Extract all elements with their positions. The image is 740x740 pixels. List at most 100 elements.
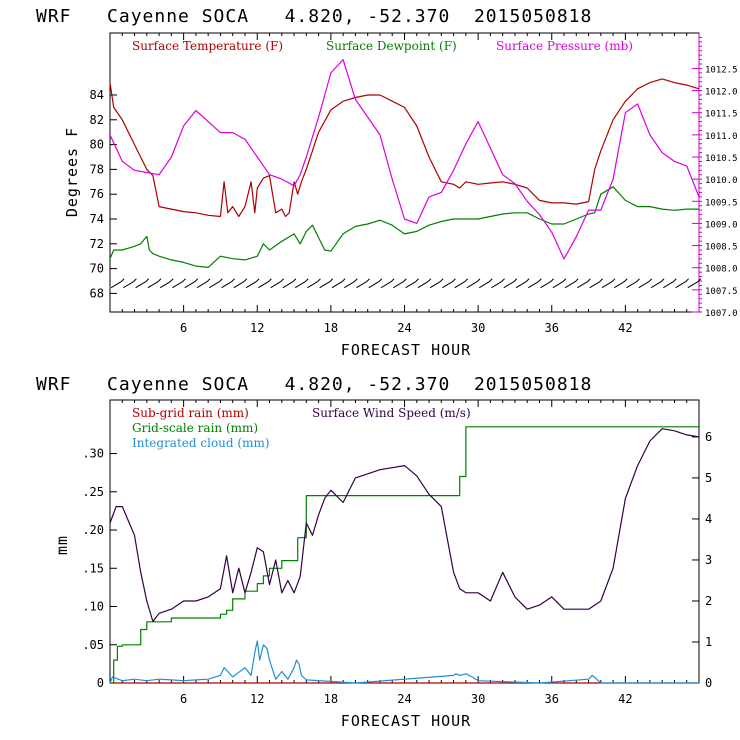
- wind-barb: [429, 281, 441, 289]
- wind-barb: [663, 281, 674, 289]
- y-right-tick-label: 1009.0: [705, 220, 738, 230]
- y-tick-label: 70: [90, 262, 104, 276]
- wind-barb-flag: [574, 278, 579, 283]
- wind-barb-flag: [353, 278, 358, 283]
- wind-barb-flag: [623, 278, 628, 283]
- wind-barb: [466, 281, 478, 289]
- wind-barb: [123, 281, 134, 289]
- wind-barbs: [110, 278, 702, 289]
- wind-barb-flag: [611, 278, 616, 283]
- wind-barb-flag: [378, 278, 383, 283]
- legend-entry-subgrid-rain: Sub-grid rain (mm): [132, 406, 249, 420]
- y-tick-label: 84: [90, 88, 104, 102]
- wind-barb-flag: [525, 278, 530, 283]
- wind-barb-flag: [415, 278, 419, 283]
- wind-barb-flag: [231, 278, 235, 283]
- y-right-tick-label: 2: [705, 594, 712, 608]
- wind-barb-flag: [452, 278, 456, 283]
- y-right-tick-label: 1011.0: [705, 132, 738, 142]
- wind-barb: [479, 281, 490, 289]
- rain-wind-chart: WRF Cayenne SOCA 4.820, -52.370 20150508…: [36, 374, 712, 730]
- series-surface-dewpoint: [109, 186, 699, 268]
- wind-barb-flag: [513, 278, 518, 283]
- y-tick-label: 0: [97, 676, 104, 690]
- wind-barb: [147, 281, 159, 289]
- wind-barb: [528, 281, 539, 289]
- wind-barb: [515, 281, 527, 289]
- x-tick-label: 42: [618, 692, 632, 706]
- legend-entry-dewpoint: Surface Dewpoint (F): [326, 39, 457, 53]
- x-axis-label: FORECAST HOUR: [341, 341, 471, 359]
- wind-barb-flag: [488, 278, 493, 283]
- x-tick-label: 18: [324, 321, 338, 335]
- wind-barb-flag: [697, 278, 702, 283]
- wind-barb-flag: [218, 278, 223, 283]
- x-tick-label: 24: [397, 321, 411, 335]
- y-axis-label: mm: [53, 535, 71, 555]
- x-tick-label: 42: [618, 321, 632, 335]
- x-tick-label: 24: [397, 692, 411, 706]
- wind-barb-flag: [390, 278, 395, 283]
- temperature-pressure-chart: WRF Cayenne SOCA 4.820, -52.370 20150508…: [36, 6, 738, 359]
- wind-barb-flag: [268, 278, 272, 283]
- wind-barb: [687, 281, 699, 289]
- y-right-tick-label: 1008.0: [705, 265, 738, 275]
- wind-barb-flag: [476, 278, 481, 283]
- y-axis-label: Degrees F: [63, 127, 81, 217]
- wind-barb: [454, 281, 465, 289]
- wind-barb-flag: [255, 278, 260, 283]
- wind-barb: [270, 281, 281, 289]
- y-tick-label: .10: [82, 600, 104, 614]
- y-right-tick-label: 1012.0: [705, 88, 738, 98]
- wind-barb: [233, 281, 245, 289]
- y-right-tick-label: 1007.0: [705, 309, 738, 319]
- x-tick-label: 12: [250, 321, 264, 335]
- series-surface-temperature: [109, 78, 700, 218]
- y-tick-label: .25: [82, 485, 104, 499]
- wind-barb-flag: [157, 278, 162, 283]
- wind-barb-flag: [537, 278, 542, 283]
- wind-barb: [294, 281, 306, 289]
- y-axis-left-ticks: 0 .05 .10 .15 .20 .25 .30: [82, 447, 117, 690]
- y-right-tick-label: 1008.5: [705, 243, 738, 253]
- wind-barb: [675, 281, 686, 289]
- wind-barb: [344, 281, 355, 289]
- wind-barb: [380, 281, 392, 289]
- y-axis-left-ticks: 68 70 72 74 76 78 80 82 84: [90, 88, 117, 300]
- x-tick-label: 36: [545, 321, 559, 335]
- x-tick-label: 18: [324, 692, 338, 706]
- x-tick-label: 30: [471, 321, 485, 335]
- wind-barb: [589, 281, 600, 289]
- wind-barb: [172, 281, 183, 289]
- y-right-tick-label: 3: [705, 553, 712, 567]
- series-grid-scale-rain: [110, 426, 699, 684]
- wind-barb: [417, 281, 429, 289]
- wind-barb-flag: [133, 278, 137, 283]
- y-right-tick-label: 0: [705, 676, 712, 690]
- wind-barb: [405, 281, 416, 289]
- y-right-tick-label: 1011.5: [705, 110, 738, 120]
- y-right-tick-label: 1009.5: [705, 198, 738, 208]
- wind-barb: [282, 281, 294, 289]
- series-surface-wind-speed: [109, 428, 700, 623]
- wind-barb: [540, 281, 551, 289]
- wind-barb: [245, 281, 257, 289]
- wind-barb-flag: [403, 278, 407, 283]
- wind-barb-flag: [329, 278, 334, 283]
- legend-entry-integrated-cloud: Integrated cloud (mm): [132, 436, 270, 450]
- wind-barb: [650, 281, 662, 289]
- wind-barb: [613, 281, 625, 289]
- legend-entry-wind-speed: Surface Wind Speed (m/s): [312, 406, 471, 420]
- y-tick-label: 82: [90, 113, 104, 127]
- legend: Surface Temperature (F) Surface Dewpoint…: [132, 39, 633, 53]
- y-right-tick-label: 1: [705, 635, 712, 649]
- wind-barb-flag: [243, 278, 248, 283]
- legend-entry-gridscale-rain: Grid-scale rain (mm): [132, 421, 258, 435]
- x-tick-label: 30: [471, 692, 485, 706]
- wind-barb: [491, 281, 502, 289]
- x-axis-ticks: 6 12 18 24 30 36 42: [121, 33, 688, 335]
- legend-entry-pressure: Surface Pressure (mb): [496, 39, 633, 53]
- wind-barb-flag: [145, 278, 150, 283]
- wind-barb: [577, 281, 588, 289]
- wind-barb: [110, 281, 122, 289]
